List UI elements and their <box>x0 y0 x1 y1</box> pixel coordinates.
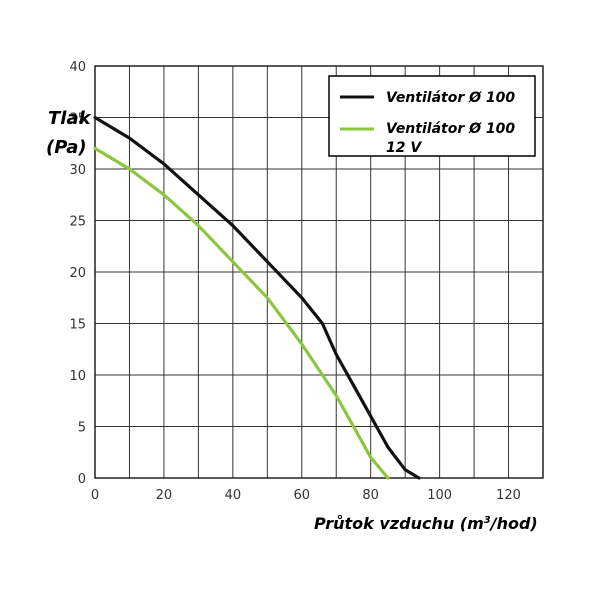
y-axis-label-line2: (Pa) <box>46 137 87 158</box>
legend-label-series-2: Ventilátor Ø 100 <box>386 121 515 137</box>
y-tick-label: 15 <box>69 318 86 333</box>
y-tick-label: 25 <box>69 215 86 230</box>
y-tick-label: 30 <box>69 163 86 178</box>
x-axis-label: Průtok vzduchu (m3/hod) <box>314 514 538 533</box>
legend-box <box>328 75 536 157</box>
x-tick-label: 100 <box>427 488 452 503</box>
legend: Ventilátor Ø 100 Ventilátor Ø 100 12 V <box>328 75 536 157</box>
y-tick-label: 10 <box>69 369 86 384</box>
x-tick-label: 60 <box>293 488 310 503</box>
y-tick-label: 40 <box>69 60 86 75</box>
tick-labels: 0 20 40 60 80 100 120 0 5 10 15 20 25 30 35 40 <box>69 60 520 503</box>
plot-frame <box>94 65 544 479</box>
y-tick-label: 5 <box>78 421 86 436</box>
series-lines <box>93 115 421 480</box>
x-tick-label: 20 <box>156 488 173 503</box>
legend-label-series-1: Ventilátor Ø 100 <box>386 90 515 106</box>
y-tick-label: 20 <box>69 266 86 281</box>
y-axis-label-line1: Tlak <box>48 108 92 129</box>
x-tick-label: 0 <box>91 488 99 503</box>
legend-label-series-2-line2: 12 V <box>386 140 422 156</box>
x-tick-label: 80 <box>362 488 379 503</box>
series-line-2 <box>93 146 390 480</box>
x-tick-label: 120 <box>496 488 521 503</box>
y-tick-label: 35 <box>69 112 86 127</box>
y-tick-label: 0 <box>78 472 86 487</box>
x-tick-label: 40 <box>225 488 242 503</box>
series-line-1 <box>93 115 421 480</box>
